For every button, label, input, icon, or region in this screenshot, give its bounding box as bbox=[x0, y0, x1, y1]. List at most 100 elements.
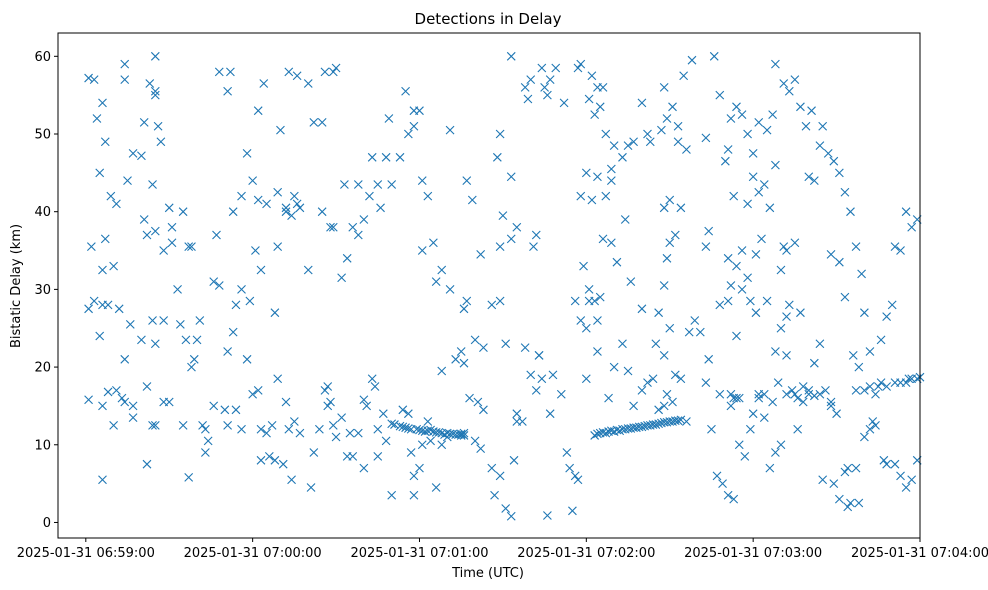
data-point-marker bbox=[673, 121, 683, 131]
data-point-marker bbox=[901, 483, 911, 492]
data-point-marker bbox=[745, 424, 755, 434]
data-point-marker bbox=[901, 378, 911, 388]
data-point-marker bbox=[303, 265, 313, 275]
data-point-marker bbox=[590, 110, 600, 119]
data-point-marker bbox=[818, 121, 828, 131]
data-point-marker bbox=[175, 319, 185, 329]
data-point-marker bbox=[420, 427, 430, 436]
data-point-marker bbox=[417, 246, 427, 255]
data-point-marker bbox=[487, 300, 497, 310]
data-point-marker bbox=[676, 374, 686, 384]
data-point-marker bbox=[776, 323, 786, 333]
data-point-marker bbox=[857, 269, 866, 279]
data-point-marker bbox=[890, 459, 900, 469]
data-point-marker bbox=[637, 304, 647, 314]
data-point-marker bbox=[348, 222, 358, 232]
data-point-marker bbox=[139, 117, 149, 127]
data-point-marker bbox=[431, 483, 441, 492]
data-point-marker bbox=[896, 246, 905, 255]
data-point-marker bbox=[784, 86, 794, 96]
data-point-marker bbox=[373, 424, 383, 434]
data-point-marker bbox=[834, 168, 844, 178]
data-point-marker bbox=[390, 420, 399, 429]
data-point-marker bbox=[662, 389, 672, 399]
data-point-marker bbox=[317, 117, 327, 127]
data-point-marker bbox=[609, 141, 619, 151]
data-point-marker bbox=[551, 63, 561, 73]
data-point-marker bbox=[704, 226, 714, 236]
data-point-marker bbox=[139, 215, 149, 224]
data-point-marker bbox=[281, 397, 291, 407]
data-point-marker bbox=[606, 238, 616, 248]
data-point-marker bbox=[456, 429, 466, 439]
data-point-marker bbox=[98, 265, 107, 275]
data-point-marker bbox=[237, 424, 246, 434]
data-point-marker bbox=[231, 405, 241, 415]
data-point-marker bbox=[470, 335, 480, 345]
data-point-marker bbox=[606, 164, 616, 174]
data-point-marker bbox=[704, 354, 714, 364]
data-point-marker bbox=[712, 471, 722, 481]
data-point-marker bbox=[506, 511, 516, 521]
data-point-marker bbox=[534, 351, 544, 360]
data-point-marker bbox=[823, 149, 833, 158]
data-point-marker bbox=[370, 382, 380, 391]
data-point-marker bbox=[223, 347, 233, 356]
data-point-marker bbox=[843, 463, 853, 473]
x-axis: 2025-01-31 06:59:00 2025-01-31 07:00:00 20… bbox=[17, 538, 988, 561]
data-point-marker bbox=[476, 444, 486, 454]
data-point-marker bbox=[562, 448, 572, 457]
data-point-marker bbox=[264, 452, 274, 461]
data-point-marker bbox=[573, 475, 583, 485]
data-point-marker bbox=[768, 110, 778, 119]
data-point-marker bbox=[720, 156, 730, 166]
data-point-marker bbox=[403, 424, 413, 433]
data-point-marker bbox=[559, 98, 569, 108]
data-point-marker bbox=[353, 230, 363, 240]
data-point-marker bbox=[762, 125, 772, 135]
data-point-marker bbox=[342, 253, 352, 263]
data-point-marker bbox=[645, 137, 655, 147]
data-point-marker bbox=[581, 374, 591, 384]
data-point-marker bbox=[568, 506, 577, 516]
data-point-marker bbox=[323, 401, 333, 411]
data-point-marker bbox=[779, 242, 789, 252]
data-point-marker bbox=[495, 296, 505, 306]
data-point-marker bbox=[228, 207, 238, 217]
data-point-marker bbox=[629, 137, 638, 147]
data-point-marker bbox=[804, 389, 814, 399]
data-point-marker bbox=[782, 246, 791, 255]
x-tick-label: 2025-01-31 07:04:00 bbox=[851, 546, 988, 561]
data-point-marker bbox=[809, 176, 819, 186]
data-point-marker bbox=[106, 191, 116, 201]
data-point-marker bbox=[159, 316, 169, 325]
data-point-marker bbox=[734, 440, 744, 450]
data-point-marker bbox=[148, 180, 157, 189]
data-point-marker bbox=[576, 316, 586, 325]
data-point-marker bbox=[531, 230, 541, 240]
data-point-marker bbox=[754, 187, 764, 197]
data-point-marker bbox=[214, 67, 224, 77]
data-point-marker bbox=[417, 440, 427, 450]
data-point-marker bbox=[759, 389, 769, 399]
data-point-marker bbox=[701, 242, 711, 252]
data-point-marker bbox=[86, 242, 96, 252]
data-point-marker bbox=[662, 114, 672, 123]
data-point-marker bbox=[790, 238, 800, 248]
data-point-marker bbox=[395, 421, 405, 431]
data-point-marker bbox=[782, 389, 791, 399]
data-point-marker bbox=[212, 230, 221, 240]
data-point-marker bbox=[865, 347, 875, 356]
data-point-marker bbox=[737, 246, 747, 255]
data-point-marker bbox=[871, 389, 880, 399]
data-point-marker bbox=[670, 230, 680, 240]
data-point-marker bbox=[84, 73, 93, 83]
data-point-marker bbox=[609, 362, 619, 372]
data-point-marker bbox=[723, 145, 733, 154]
data-point-marker bbox=[581, 168, 591, 178]
data-point-marker bbox=[479, 343, 488, 353]
data-point-marker bbox=[618, 152, 627, 162]
data-point-marker bbox=[718, 479, 727, 489]
data-point-marker bbox=[226, 67, 235, 77]
data-point-marker bbox=[309, 117, 319, 127]
